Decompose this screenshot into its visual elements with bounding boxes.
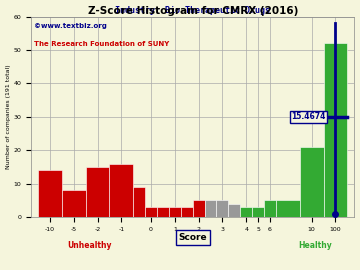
Bar [300,147,324,217]
Title: Z-Score Histogram for CMRX (2016): Z-Score Histogram for CMRX (2016) [87,6,298,16]
Bar [324,43,347,217]
Bar [240,207,252,217]
Bar [86,167,109,217]
Bar [228,204,240,217]
Text: Healthy: Healthy [299,241,333,250]
Bar [169,207,181,217]
Text: The Research Foundation of SUNY: The Research Foundation of SUNY [34,41,170,47]
Bar [216,200,228,217]
Bar [264,200,276,217]
Bar [38,170,62,217]
Bar [252,207,264,217]
Text: ©www.textbiz.org: ©www.textbiz.org [34,23,107,29]
Text: 15.4674: 15.4674 [292,112,326,121]
Text: Industry: Bio Therapeutic Drugs: Industry: Bio Therapeutic Drugs [115,6,270,15]
Bar [204,200,216,217]
Bar [109,164,133,217]
Y-axis label: Number of companies (191 total): Number of companies (191 total) [5,65,10,169]
Text: Unhealthy: Unhealthy [67,241,111,250]
Bar [62,190,86,217]
Bar [133,187,145,217]
X-axis label: Score: Score [178,233,207,242]
Bar [157,207,169,217]
Bar [181,207,193,217]
Bar [193,200,204,217]
Bar [276,200,300,217]
Bar [145,207,157,217]
